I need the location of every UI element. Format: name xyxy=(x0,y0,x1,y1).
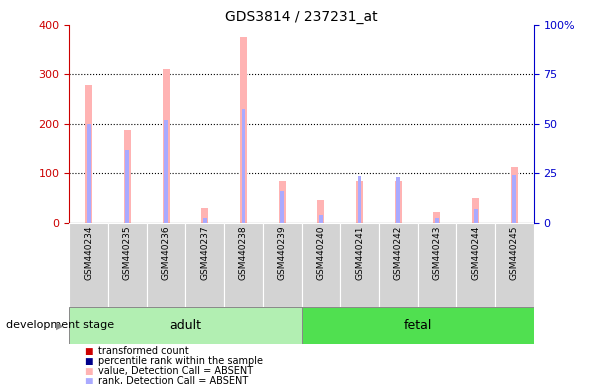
Text: adult: adult xyxy=(169,319,201,332)
Text: GSM440237: GSM440237 xyxy=(200,225,209,280)
Bar xyxy=(319,215,323,223)
Bar xyxy=(263,223,302,307)
Text: GSM440242: GSM440242 xyxy=(394,225,403,280)
Text: transformed count: transformed count xyxy=(98,346,188,356)
Bar xyxy=(164,120,168,223)
Text: development stage: development stage xyxy=(6,320,114,331)
Bar xyxy=(456,223,495,307)
Text: GSM440238: GSM440238 xyxy=(239,225,248,280)
Bar xyxy=(340,223,379,307)
Text: GSM440235: GSM440235 xyxy=(123,225,132,280)
Text: ■: ■ xyxy=(84,347,93,356)
Text: ■: ■ xyxy=(84,367,93,376)
Bar xyxy=(108,223,147,307)
Bar xyxy=(85,85,92,223)
Bar xyxy=(358,176,361,223)
Text: GSM440234: GSM440234 xyxy=(84,225,93,280)
Text: percentile rank within the sample: percentile rank within the sample xyxy=(98,356,263,366)
Bar xyxy=(511,167,518,223)
Text: GSM440241: GSM440241 xyxy=(355,225,364,280)
Bar xyxy=(242,109,245,223)
Text: GSM440245: GSM440245 xyxy=(510,225,519,280)
Text: ▶: ▶ xyxy=(56,320,63,331)
Bar xyxy=(163,70,169,223)
Text: ■: ■ xyxy=(84,377,93,384)
Text: fetal: fetal xyxy=(403,319,432,332)
Bar xyxy=(396,177,400,223)
Bar xyxy=(395,181,402,223)
Text: ■: ■ xyxy=(84,357,93,366)
Bar xyxy=(434,212,440,223)
Bar xyxy=(279,181,286,223)
Bar xyxy=(495,223,534,307)
Text: value, Detection Call = ABSENT: value, Detection Call = ABSENT xyxy=(98,366,253,376)
Text: GSM440236: GSM440236 xyxy=(162,225,171,280)
Bar xyxy=(472,198,479,223)
Bar xyxy=(317,200,324,223)
Bar xyxy=(513,175,516,223)
Bar xyxy=(356,181,363,223)
Bar xyxy=(435,218,439,223)
Text: GDS3814 / 237231_at: GDS3814 / 237231_at xyxy=(225,10,378,23)
Bar xyxy=(69,223,108,307)
Text: GSM440243: GSM440243 xyxy=(432,225,441,280)
Bar xyxy=(224,223,263,307)
Text: GSM440244: GSM440244 xyxy=(471,225,480,280)
Bar xyxy=(417,223,456,307)
Bar xyxy=(203,218,207,223)
Bar xyxy=(379,223,417,307)
Bar xyxy=(125,149,129,223)
Bar xyxy=(69,307,302,344)
Bar xyxy=(280,190,284,223)
Text: GSM440239: GSM440239 xyxy=(277,225,286,280)
Bar xyxy=(87,124,90,223)
Bar xyxy=(302,307,534,344)
Bar xyxy=(240,37,247,223)
Text: rank, Detection Call = ABSENT: rank, Detection Call = ABSENT xyxy=(98,376,248,384)
Bar xyxy=(147,223,186,307)
Text: GSM440240: GSM440240 xyxy=(317,225,326,280)
Bar xyxy=(201,208,208,223)
Bar xyxy=(474,209,478,223)
Bar xyxy=(124,130,131,223)
Bar xyxy=(186,223,224,307)
Bar xyxy=(302,223,340,307)
